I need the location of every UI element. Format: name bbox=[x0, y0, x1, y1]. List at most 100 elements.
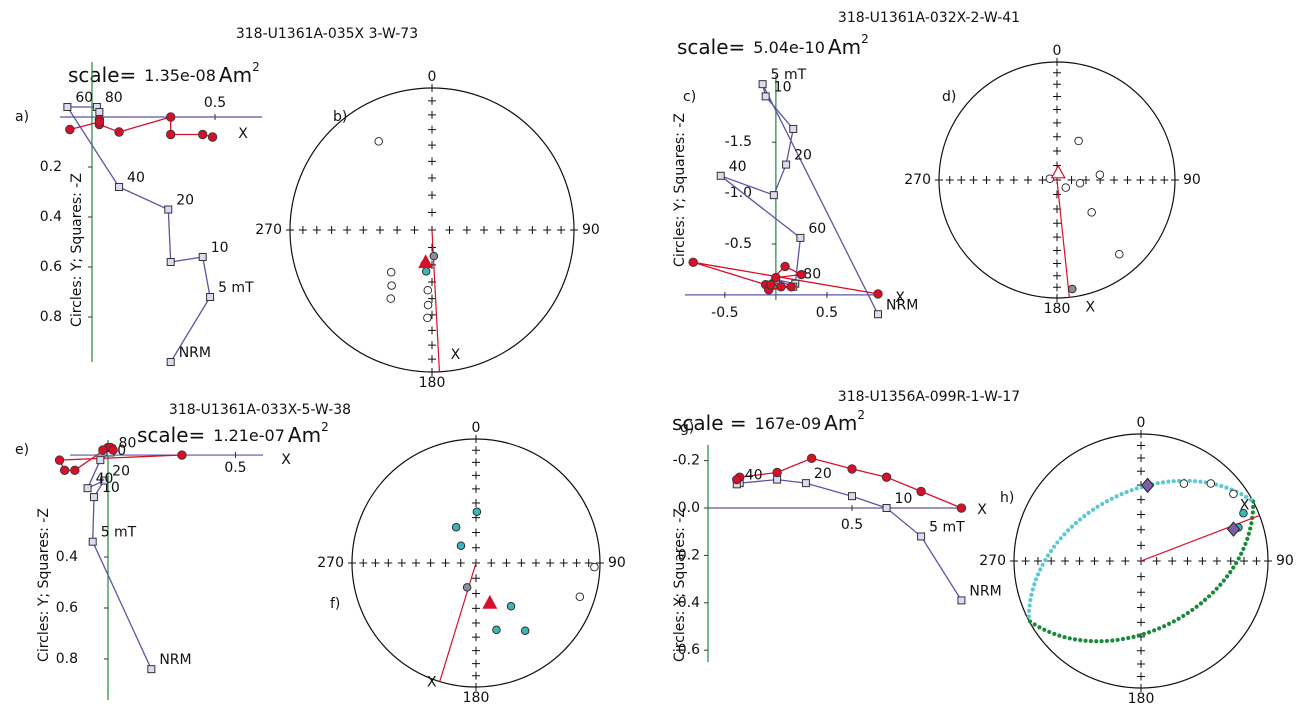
cross-tick bbox=[935, 176, 943, 184]
step-label: 40 bbox=[127, 170, 145, 186]
scale-value: 1.21e-07 bbox=[213, 426, 285, 445]
cross-tick bbox=[312, 226, 321, 234]
step-label: 40 bbox=[729, 159, 747, 175]
scale-text: scale = 167e-09 Am2 bbox=[672, 408, 865, 435]
great-circle-dot bbox=[1026, 608, 1032, 614]
step-label: 60 bbox=[808, 221, 826, 237]
great-circle-dot bbox=[1248, 526, 1253, 531]
cross-tick bbox=[1137, 572, 1145, 581]
great-circle-dot bbox=[1032, 622, 1037, 627]
y-tick-label: 0.4 bbox=[678, 595, 700, 611]
y-tick-label: -0.2 bbox=[673, 453, 700, 469]
cross-tick bbox=[1053, 233, 1061, 242]
great-circle-dot bbox=[1192, 479, 1198, 484]
compass-label: 180 bbox=[1044, 301, 1071, 317]
direction-point bbox=[423, 313, 432, 323]
cross-tick bbox=[397, 559, 406, 567]
cross-tick bbox=[472, 604, 480, 613]
cross-tick bbox=[945, 176, 954, 184]
great-circle-dot bbox=[1057, 633, 1062, 638]
compass-label: 0 bbox=[428, 69, 437, 85]
great-circle-dot bbox=[1094, 639, 1099, 644]
great-circle-dot bbox=[1198, 601, 1204, 606]
y-axis-label: Circles: Y; Squares: -Z bbox=[69, 173, 85, 327]
compass-label: 270 bbox=[904, 172, 931, 188]
cross-tick bbox=[428, 84, 436, 92]
great-circle-dot bbox=[1088, 638, 1094, 644]
cross-tick bbox=[1137, 467, 1145, 476]
step-label: 20 bbox=[176, 193, 194, 209]
direction-point bbox=[387, 281, 396, 290]
x-direction-label: X bbox=[427, 675, 437, 691]
great-circle-dot bbox=[1109, 496, 1114, 501]
great-circle-dot bbox=[1243, 541, 1248, 547]
cross-tick bbox=[512, 226, 521, 234]
great-circle-dot bbox=[1073, 520, 1079, 526]
squares-line bbox=[736, 478, 962, 601]
great-circle-dot bbox=[1027, 619, 1033, 624]
great-circle-dot bbox=[1086, 510, 1091, 515]
great-circle-dot bbox=[1062, 532, 1067, 537]
circle-point bbox=[771, 272, 781, 283]
circle-point bbox=[766, 280, 776, 290]
great-circle-dot bbox=[1251, 504, 1256, 510]
panel-label: h) bbox=[1000, 490, 1014, 506]
cross-tick bbox=[1038, 176, 1047, 184]
y-tick-label: 0.4 bbox=[40, 209, 62, 225]
cross-tick bbox=[1137, 660, 1145, 669]
mean-direction bbox=[1050, 164, 1066, 179]
great-circle-dot bbox=[1166, 621, 1172, 626]
cross-tick bbox=[1053, 80, 1061, 89]
cross-tick bbox=[1033, 557, 1042, 565]
cross-tick bbox=[456, 559, 465, 567]
circle-point bbox=[873, 289, 883, 299]
compass-label: 0 bbox=[1053, 43, 1062, 59]
cross-tick bbox=[479, 226, 488, 234]
x-direction-label: X bbox=[1086, 299, 1096, 315]
great-circle-dot bbox=[1221, 578, 1226, 583]
cross-tick bbox=[428, 341, 436, 350]
cross-tick bbox=[445, 226, 454, 234]
cross-tick bbox=[982, 176, 991, 184]
great-circle-dot bbox=[1219, 483, 1224, 489]
cross-tick bbox=[428, 125, 436, 134]
scale-value: 167e-09 bbox=[755, 414, 822, 433]
direction-point bbox=[462, 583, 472, 592]
cross-tick bbox=[1053, 219, 1061, 228]
great-circle-dot bbox=[1043, 557, 1048, 563]
great-circle-dot bbox=[1082, 514, 1087, 519]
cross-tick bbox=[1198, 557, 1207, 565]
cross-tick bbox=[570, 226, 578, 234]
cross-tick bbox=[1053, 132, 1061, 141]
great-circle-dot bbox=[1171, 479, 1176, 484]
square-point bbox=[758, 80, 767, 89]
cross-tick bbox=[472, 683, 480, 691]
great-circle-dot bbox=[1185, 610, 1190, 616]
square-point bbox=[716, 171, 725, 180]
great-circle-dot bbox=[1042, 627, 1047, 632]
cross-tick bbox=[472, 646, 480, 655]
x-tick-label: 0.5 bbox=[841, 517, 863, 533]
circle-point bbox=[956, 503, 967, 513]
square-point bbox=[88, 537, 97, 546]
great-circle-dot bbox=[1233, 561, 1239, 566]
cross-tick bbox=[359, 226, 368, 234]
circle-point bbox=[916, 486, 926, 497]
cross-tick bbox=[1148, 176, 1157, 184]
cross-tick bbox=[1053, 271, 1061, 280]
circle-point bbox=[177, 450, 187, 460]
great-circle-dot bbox=[1141, 631, 1147, 637]
square-point bbox=[198, 253, 207, 261]
compass-label: 90 bbox=[1183, 172, 1201, 188]
square-point bbox=[63, 103, 72, 111]
great-circle-dot bbox=[1038, 567, 1043, 572]
square-point bbox=[847, 492, 856, 501]
great-circle-dot bbox=[1126, 635, 1131, 641]
step-label: 40 bbox=[96, 471, 114, 487]
direction-point bbox=[1074, 136, 1083, 146]
cross-tick bbox=[428, 157, 436, 166]
cross-tick bbox=[462, 226, 471, 234]
great-circle-dot bbox=[1104, 499, 1110, 504]
square-point bbox=[95, 108, 104, 116]
circle-point bbox=[166, 129, 176, 140]
